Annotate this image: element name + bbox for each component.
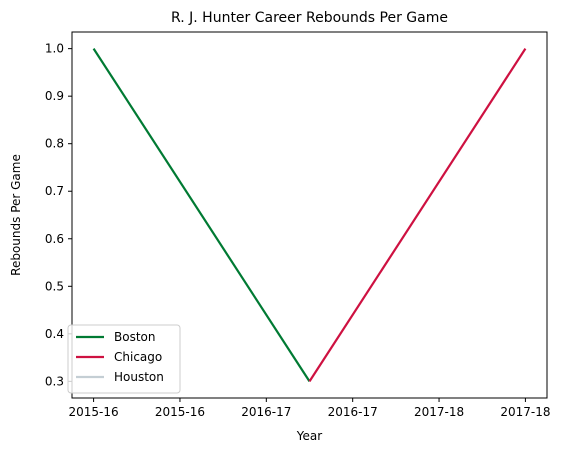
x-tick-label: 2015-16	[69, 405, 119, 419]
plot-area: 0.3 0.4 0.5 0.6 0.7 0.8 0.9 1.0 2015-16 2015-16 20…	[45, 31, 550, 419]
y-tick-label: 0.5	[45, 279, 64, 293]
x-tick-label: 2017-18	[414, 405, 464, 419]
x-tick-label: 2015-16	[155, 405, 205, 419]
x-axis-label: Year	[296, 429, 322, 443]
legend: Boston Chicago Houston	[67, 324, 181, 394]
y-tick-label: 0.3	[45, 374, 64, 388]
series-line-chicago	[308, 48, 527, 382]
legend-label-chicago: Chicago	[114, 350, 162, 364]
series-line-boston	[92, 48, 311, 382]
x-tick-label: 2016-17	[328, 405, 378, 419]
y-tick-label: 0.9	[45, 89, 64, 103]
y-tick-label: 1.0	[45, 42, 64, 56]
legend-label-boston: Boston	[114, 330, 155, 344]
chart-title: R. J. Hunter Career Rebounds Per Game	[171, 10, 448, 26]
legend-label-houston: Houston	[114, 370, 164, 384]
y-tick-label: 0.7	[45, 184, 64, 198]
y-tick-label: 0.6	[45, 232, 64, 246]
x-tick-label: 2017-18	[500, 405, 550, 419]
y-tick-label: 0.4	[45, 327, 64, 341]
y-tick-label: 0.8	[45, 137, 64, 151]
plot-frame	[71, 31, 548, 399]
x-tick-label: 2016-17	[241, 405, 291, 419]
y-axis-label: Rebounds Per Game	[9, 154, 23, 276]
